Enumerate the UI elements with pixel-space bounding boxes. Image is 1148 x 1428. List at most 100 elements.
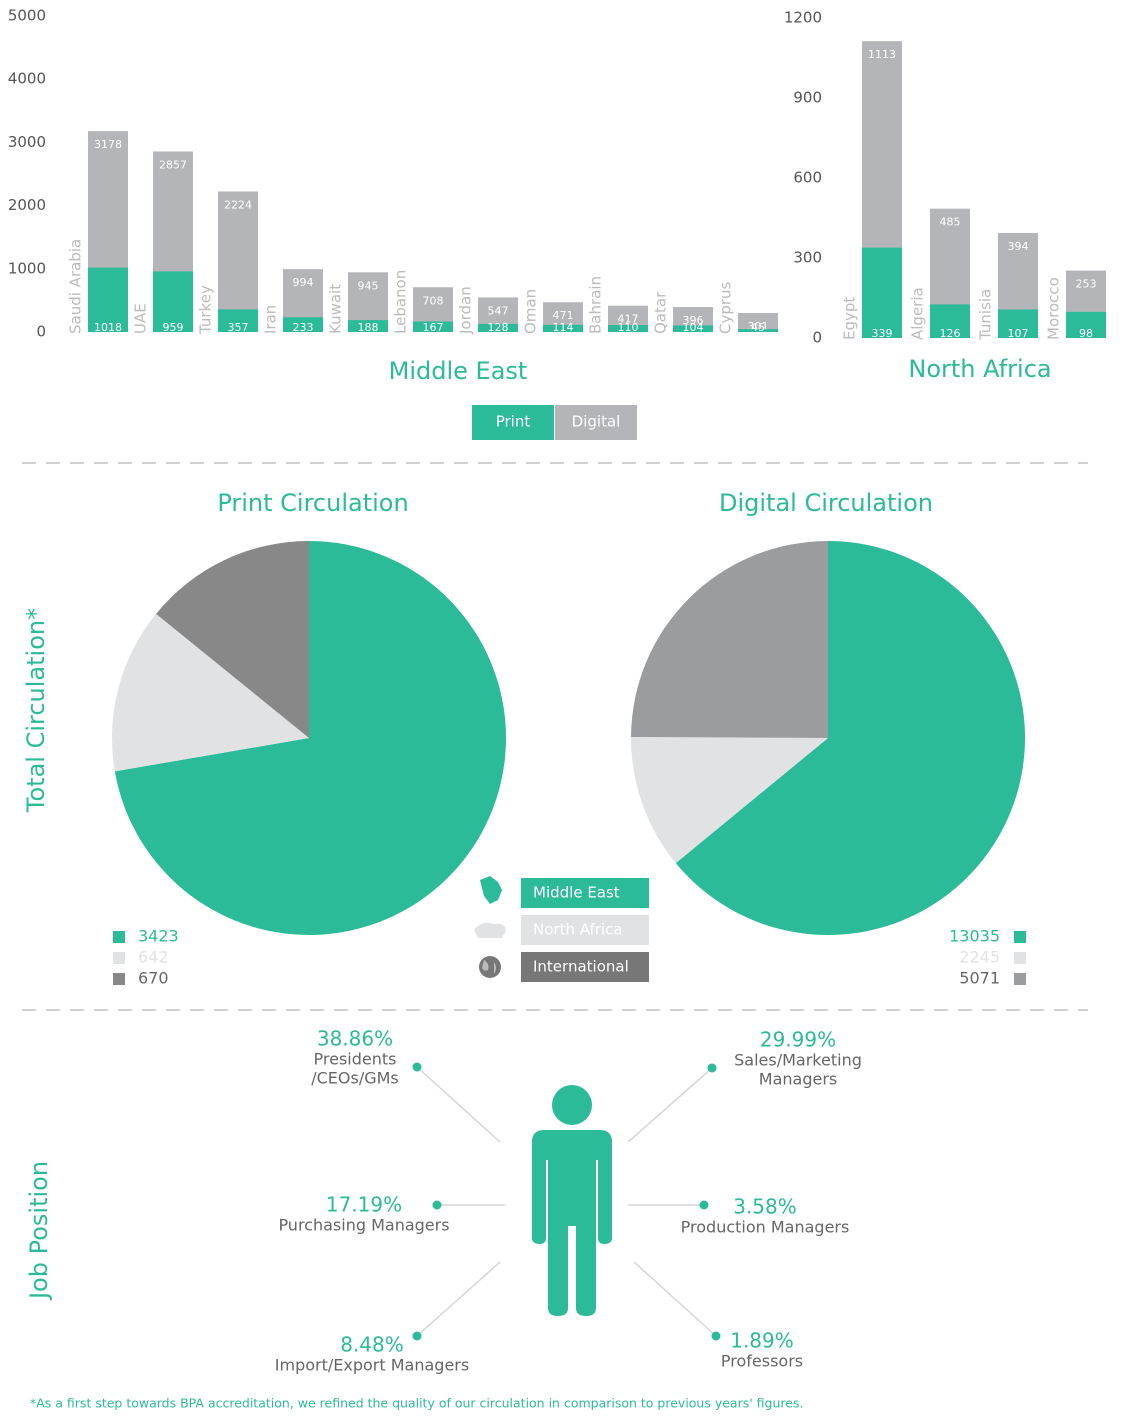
- bar: [218, 191, 258, 332]
- side-label: Total Circulation*: [22, 608, 50, 813]
- job-percent: 8.48%: [340, 1333, 404, 1357]
- legend-swatch: [113, 952, 125, 964]
- connector: [416, 1261, 501, 1337]
- job-percent: 3.58%: [733, 1195, 797, 1219]
- y-tick-label: 0: [812, 329, 822, 347]
- footnote: *As a first step towards BPA accreditati…: [30, 1396, 803, 1411]
- bar: [738, 329, 778, 332]
- value-label: 1113: [868, 48, 896, 61]
- x-tick-label: Bahrain: [587, 276, 605, 334]
- value-label: 253: [1076, 278, 1097, 291]
- legend-box: [521, 952, 649, 982]
- job-label: Managers: [759, 1070, 837, 1089]
- y-tick-label: 1200: [784, 9, 822, 27]
- value-label: 98: [1079, 327, 1093, 340]
- chart-title: Digital Circulation: [719, 489, 933, 517]
- bar: [1066, 311, 1106, 338]
- job-percent: 1.89%: [730, 1329, 794, 1353]
- bar: [153, 271, 193, 332]
- value-label: 959: [163, 321, 184, 334]
- pie-slice: [156, 541, 309, 738]
- value-label: 357: [228, 321, 249, 334]
- x-tick-label: Saudi Arabia: [67, 239, 85, 334]
- legend-box: [521, 915, 649, 945]
- connector: [416, 1066, 501, 1143]
- value-label: 396: [683, 314, 704, 327]
- legend-label: International: [533, 958, 629, 976]
- bar: [218, 309, 258, 332]
- pie-slice: [114, 541, 506, 936]
- legend-swatch: [1014, 931, 1026, 943]
- dot: [711, 1331, 721, 1341]
- value-label: 670: [138, 969, 169, 988]
- x-tick-label: Algeria: [909, 287, 927, 340]
- value-label: 2224: [224, 198, 252, 211]
- x-tick-label: Tunisia: [977, 289, 995, 341]
- x-tick-label: Egypt: [841, 297, 859, 340]
- y-tick-label: 900: [793, 89, 822, 107]
- bar: [608, 325, 648, 332]
- bar: [283, 317, 323, 332]
- value-label: 994: [293, 276, 314, 289]
- legend-swatch: [555, 405, 637, 440]
- value-label: 188: [358, 321, 379, 334]
- value-label: 13035: [949, 927, 1000, 946]
- job-label: Production Managers: [681, 1218, 850, 1237]
- icon-north-africa: [474, 922, 506, 938]
- pie-slice: [111, 613, 309, 772]
- y-tick-label: 1000: [8, 259, 46, 277]
- job-percent: 38.86%: [317, 1027, 393, 1051]
- bar: [998, 309, 1038, 338]
- job-label: Presidents: [314, 1050, 397, 1069]
- chart-title: Middle East: [389, 357, 528, 385]
- bar: [673, 325, 713, 332]
- person-icon: [532, 1085, 612, 1316]
- icon-middle-east: [480, 876, 502, 904]
- dot: [412, 1062, 422, 1072]
- value-label: 128: [488, 321, 509, 334]
- legend-label: Middle East: [533, 884, 620, 902]
- y-tick-label: 3000: [8, 133, 46, 151]
- bar: [413, 321, 453, 332]
- job-label: /CEOs/GMs: [311, 1069, 399, 1088]
- value-label: 417: [618, 313, 639, 326]
- dot: [707, 1063, 717, 1073]
- job-percent: 29.99%: [760, 1028, 836, 1052]
- chart-title: Print Circulation: [217, 489, 408, 517]
- value-label: 2857: [159, 158, 187, 171]
- pie-slice: [631, 541, 828, 738]
- value-label: 547: [488, 304, 509, 317]
- value-label: 471: [553, 309, 574, 322]
- legend-box: [521, 878, 649, 908]
- legend-swatch: [113, 973, 125, 985]
- legend-swatch: [113, 931, 125, 943]
- bar: [478, 323, 518, 332]
- legend-label: Digital: [572, 413, 621, 431]
- legend-label: Print: [496, 413, 531, 431]
- value-label: 5071: [959, 969, 1000, 988]
- x-tick-label: Cyprus: [717, 281, 735, 334]
- y-tick-label: 5000: [8, 7, 46, 25]
- y-tick-label: 4000: [8, 70, 46, 88]
- x-tick-label: Oman: [522, 289, 540, 334]
- pie-slice: [631, 736, 828, 864]
- x-tick-label: Lebanon: [392, 270, 410, 334]
- legend-swatch: [1014, 973, 1026, 985]
- value-label: 945: [358, 279, 379, 292]
- dot: [412, 1331, 422, 1341]
- legend-label: North Africa: [533, 921, 623, 939]
- bar: [348, 320, 388, 332]
- value-label: 708: [423, 294, 444, 307]
- value-label: 126: [940, 327, 961, 340]
- value-label: 3178: [94, 138, 122, 151]
- dot: [699, 1200, 709, 1210]
- job-percent: 17.19%: [326, 1193, 402, 1217]
- bar: [88, 267, 128, 332]
- y-tick-label: 300: [793, 249, 822, 267]
- x-tick-label: UAE: [132, 303, 150, 334]
- value-label: 167: [423, 321, 444, 334]
- x-tick-label: Turkey: [197, 285, 215, 335]
- job-label: Sales/Marketing: [734, 1051, 862, 1070]
- value-label: 104: [683, 321, 704, 334]
